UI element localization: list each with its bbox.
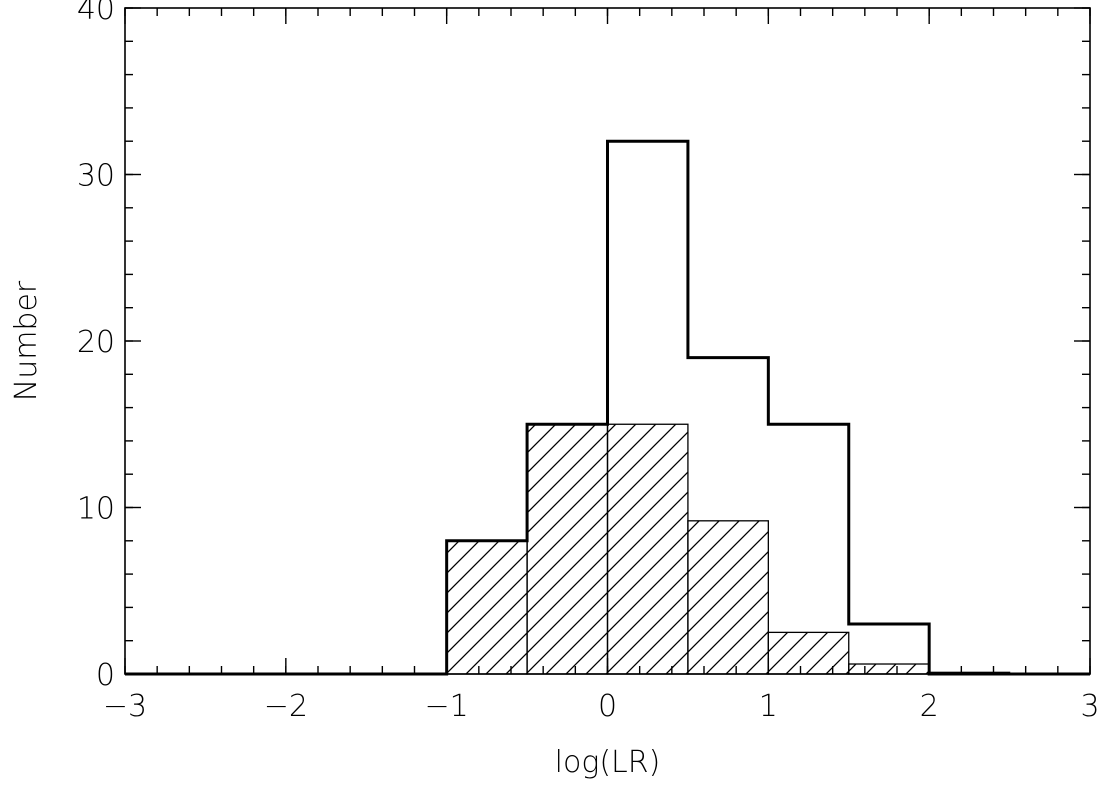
x-tick-label: 3	[1080, 689, 1099, 724]
hatched-bar	[526, 423, 609, 675]
x-axis-label: log(LR)	[555, 745, 661, 780]
y-tick-labels: 0 10 20 30 40	[77, 0, 115, 693]
y-tick-label: 20	[77, 325, 115, 360]
x-tick-label: −1	[425, 689, 469, 724]
y-tick-label: 10	[77, 492, 115, 527]
hatched-bar	[848, 663, 930, 675]
x-tick-label: 2	[920, 689, 939, 724]
x-tick-label: −2	[264, 689, 308, 724]
hatched-bar	[687, 520, 769, 675]
y-axis-label: Number	[9, 280, 44, 401]
y-tick-label: 0	[96, 658, 115, 693]
x-tick-label: 0	[598, 689, 617, 724]
y-tick-label: 30	[77, 159, 115, 194]
x-tick-label: −3	[103, 689, 147, 724]
hatched-bars	[446, 423, 1011, 675]
hatched-bar	[767, 631, 850, 675]
y-tick-label: 40	[77, 0, 115, 27]
x-tick-label: 1	[759, 689, 778, 724]
x-tick-labels: −3 −2 −1 0 1 2 3	[103, 689, 1100, 724]
hatched-bar	[606, 423, 689, 675]
hatched-bar	[446, 540, 528, 675]
axis-ticks	[124, 7, 1091, 675]
